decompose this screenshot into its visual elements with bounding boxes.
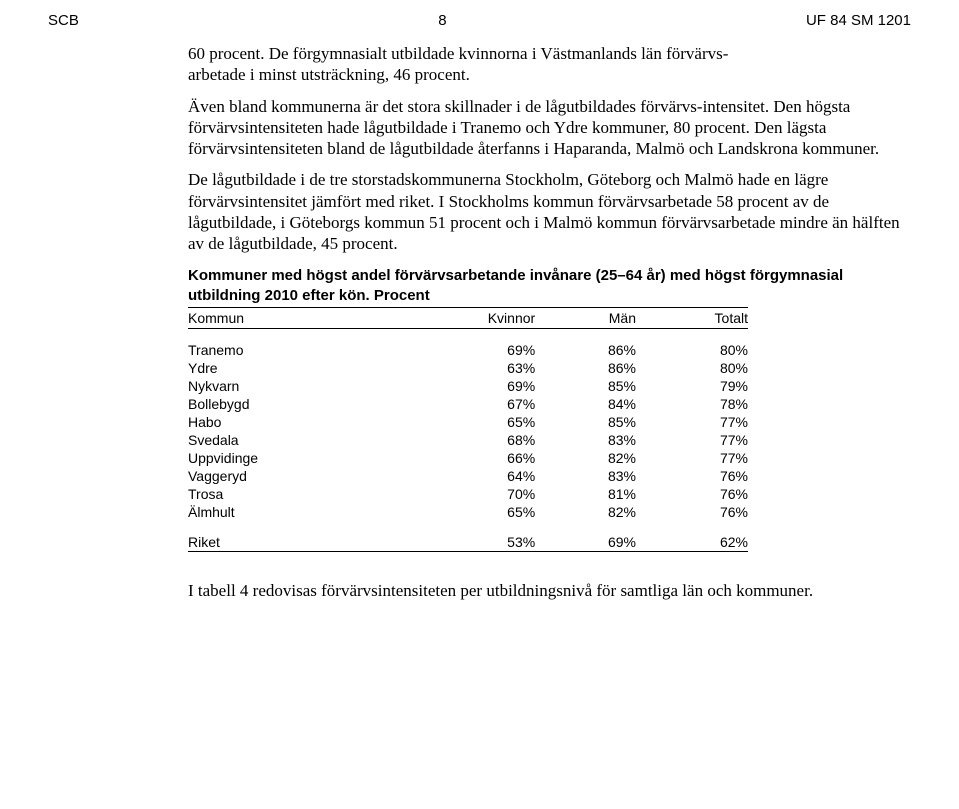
cell-kommun: Älmhult: [188, 503, 434, 521]
cell-man: 86%: [535, 341, 636, 359]
table-row: Ydre 63% 86% 80%: [188, 359, 748, 377]
paragraph-2: Även bland kommunerna är det stora skill…: [188, 96, 901, 160]
cell-man: 83%: [535, 467, 636, 485]
content-area: 60 procent. De förgymnasialt utbildade k…: [188, 43, 901, 602]
cell-totalt: 76%: [636, 467, 748, 485]
cell-kommun: Tranemo: [188, 341, 434, 359]
header-left: SCB: [48, 12, 79, 29]
col-man: Män: [535, 308, 636, 329]
cell-man: 86%: [535, 359, 636, 377]
cell-totalt: 62%: [636, 533, 748, 552]
cell-kvinnor: 67%: [434, 395, 535, 413]
cell-kommun: Svedala: [188, 431, 434, 449]
header-right: UF 84 SM 1201: [806, 12, 911, 29]
table-title: Kommuner med högst andel förvärvsarbetan…: [188, 266, 901, 305]
col-kvinnor: Kvinnor: [434, 308, 535, 329]
cell-kvinnor: 69%: [434, 341, 535, 359]
col-totalt: Totalt: [636, 308, 748, 329]
spacer-row: [188, 329, 748, 342]
cell-man: 81%: [535, 485, 636, 503]
table-row: Svedala 68% 83% 77%: [188, 431, 748, 449]
table-row: Nykvarn 69% 85% 79%: [188, 377, 748, 395]
cell-man: 84%: [535, 395, 636, 413]
paragraph-1-line-b: arbetade i minst utsträckning, 46 procen…: [188, 65, 470, 84]
cell-kommun: Bollebygd: [188, 395, 434, 413]
data-table: Kommun Kvinnor Män Totalt Tranemo 69% 86…: [188, 307, 748, 552]
table-row: Vaggeryd 64% 83% 76%: [188, 467, 748, 485]
table-row: Habo 65% 85% 77%: [188, 413, 748, 431]
cell-kommun: Riket: [188, 533, 434, 552]
cell-totalt: 77%: [636, 449, 748, 467]
paragraph-3: De lågutbildade i de tre storstadskommun…: [188, 169, 901, 254]
cell-totalt: 80%: [636, 359, 748, 377]
header-page-number: 8: [438, 12, 446, 29]
cell-totalt: 77%: [636, 413, 748, 431]
cell-kvinnor: 65%: [434, 503, 535, 521]
cell-totalt: 79%: [636, 377, 748, 395]
cell-kommun: Nykvarn: [188, 377, 434, 395]
cell-man: 85%: [535, 413, 636, 431]
table-row: Bollebygd 67% 84% 78%: [188, 395, 748, 413]
page-header: SCB 8 UF 84 SM 1201: [48, 12, 911, 29]
page: SCB 8 UF 84 SM 1201 60 procent. De förgy…: [0, 0, 959, 809]
paragraph-1-line-a: 60 procent. De förgymnasialt utbildade k…: [188, 44, 728, 63]
cell-kvinnor: 69%: [434, 377, 535, 395]
cell-kommun: Uppvidinge: [188, 449, 434, 467]
cell-kommun: Vaggeryd: [188, 467, 434, 485]
paragraph-1: 60 procent. De förgymnasialt utbildade k…: [188, 43, 901, 86]
table-row: Trosa 70% 81% 76%: [188, 485, 748, 503]
cell-man: 85%: [535, 377, 636, 395]
cell-kvinnor: 70%: [434, 485, 535, 503]
cell-totalt: 80%: [636, 341, 748, 359]
cell-totalt: 76%: [636, 485, 748, 503]
cell-kommun: Habo: [188, 413, 434, 431]
cell-man: 82%: [535, 503, 636, 521]
footnote: I tabell 4 redovisas förvärvsintensitete…: [188, 580, 901, 601]
cell-man: 83%: [535, 431, 636, 449]
cell-kvinnor: 53%: [434, 533, 535, 552]
cell-totalt: 77%: [636, 431, 748, 449]
table-summary-row: Riket 53% 69% 62%: [188, 533, 748, 552]
cell-totalt: 78%: [636, 395, 748, 413]
col-kommun: Kommun: [188, 308, 434, 329]
table-header-row: Kommun Kvinnor Män Totalt: [188, 308, 748, 329]
table-row: Uppvidinge 66% 82% 77%: [188, 449, 748, 467]
cell-kvinnor: 63%: [434, 359, 535, 377]
cell-kvinnor: 65%: [434, 413, 535, 431]
cell-kommun: Trosa: [188, 485, 434, 503]
cell-totalt: 76%: [636, 503, 748, 521]
cell-kommun: Ydre: [188, 359, 434, 377]
table-row: Tranemo 69% 86% 80%: [188, 341, 748, 359]
cell-kvinnor: 64%: [434, 467, 535, 485]
cell-man: 82%: [535, 449, 636, 467]
table-row: Älmhult 65% 82% 76%: [188, 503, 748, 521]
spacer-row: [188, 521, 748, 533]
cell-man: 69%: [535, 533, 636, 552]
cell-kvinnor: 68%: [434, 431, 535, 449]
cell-kvinnor: 66%: [434, 449, 535, 467]
